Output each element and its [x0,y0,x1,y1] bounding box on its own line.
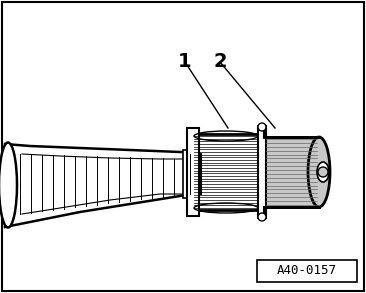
Polygon shape [5,144,195,227]
Ellipse shape [258,213,266,221]
Bar [185,154,201,194]
Bar [183,150,191,198]
Bar [257,260,357,282]
Bar [192,134,260,210]
Bar [264,137,319,207]
Text: 1: 1 [178,52,192,71]
Ellipse shape [0,142,17,227]
Text: A40-0157: A40-0157 [277,265,337,277]
Bar [187,128,199,216]
Ellipse shape [258,123,266,131]
Bar [258,126,266,218]
Text: 2: 2 [213,52,227,71]
Circle shape [318,167,328,177]
Ellipse shape [317,162,329,182]
Ellipse shape [308,137,330,207]
